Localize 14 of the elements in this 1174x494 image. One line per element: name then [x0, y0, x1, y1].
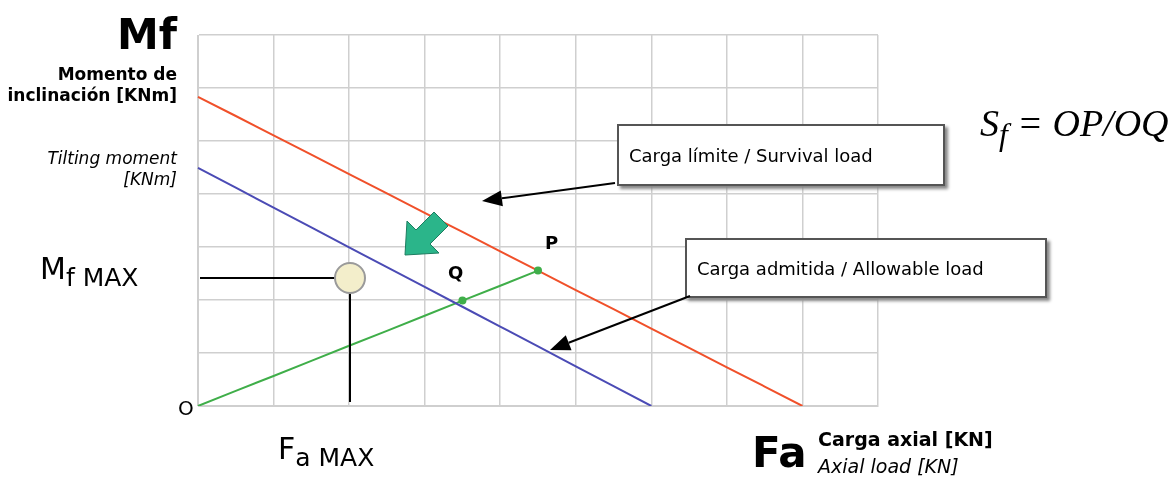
annotation: P [545, 232, 559, 255]
text: Tilting moment [KNm] [46, 148, 177, 191]
y-axis-title: Mf [116, 10, 177, 59]
text: F$_{a MAX}$ [278, 430, 375, 474]
text: O [178, 396, 194, 421]
callout-box: Carga límite / Survival load [617, 124, 945, 186]
text: Axial load [KN] [818, 455, 959, 479]
text: M$_{f MAX}$ [40, 250, 139, 294]
x-axis-title: Fa [752, 428, 807, 477]
text: Carga axial [KN] [818, 428, 993, 452]
text: S$_{f}$ = OP/OQ [980, 101, 1169, 154]
text: Momento de inclinación [KNm] [6, 64, 177, 107]
annotation: Q [448, 262, 464, 285]
callout-box: Carga admitida / Allowable load [685, 238, 1047, 298]
